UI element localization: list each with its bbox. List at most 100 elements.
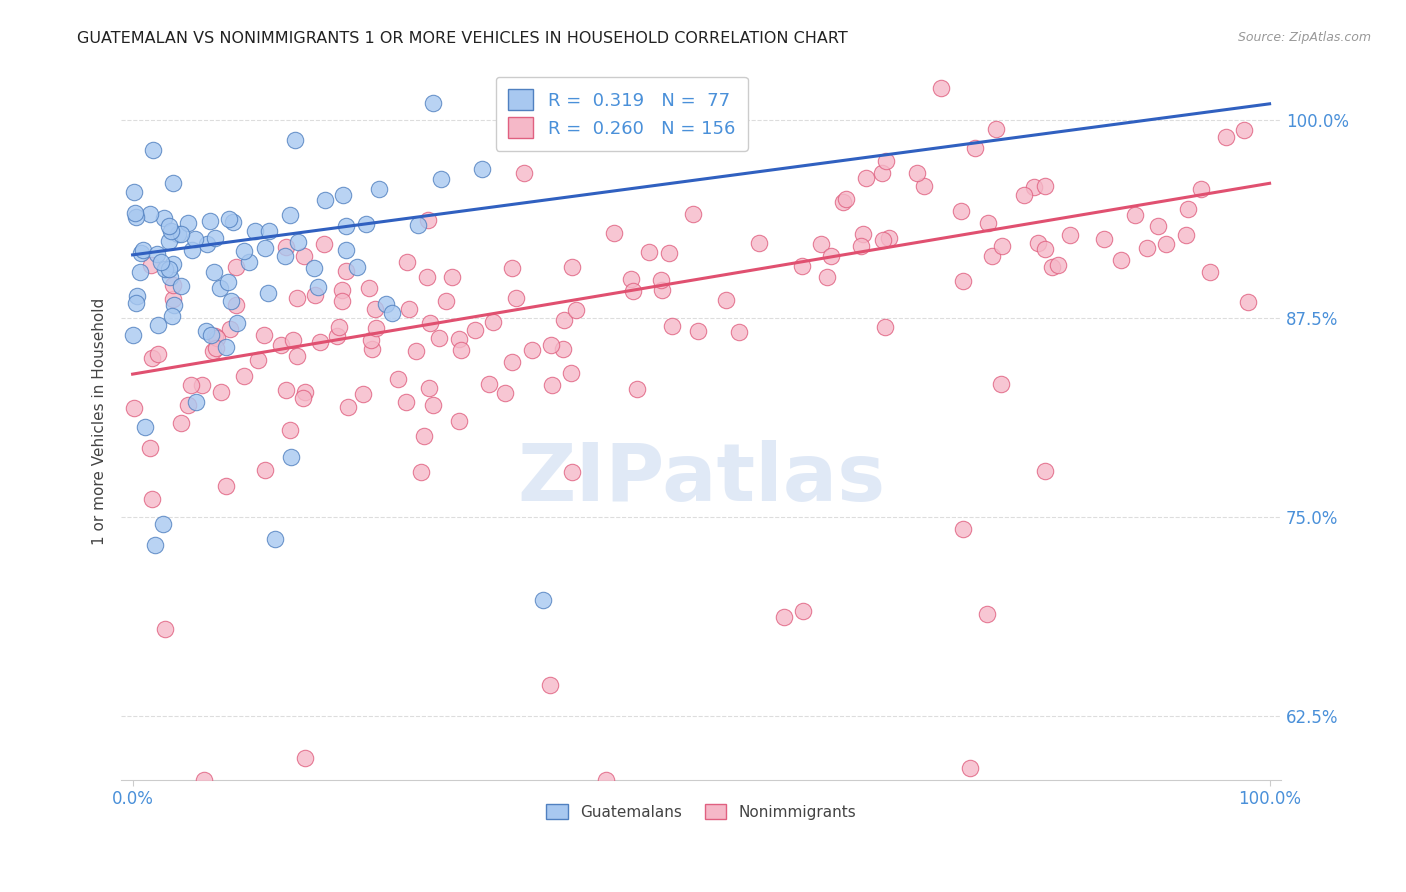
Point: [180, 378, 202, 392]
Point: [195, 236, 218, 251]
Point: [1059, 227, 1081, 242]
Point: [792, 604, 814, 618]
Point: [204, 329, 226, 343]
Point: [291, 391, 314, 405]
Point: [905, 166, 928, 180]
Point: [302, 260, 325, 275]
Point: [184, 395, 207, 409]
Point: [1092, 232, 1115, 246]
Point: [1026, 235, 1049, 250]
Point: [531, 592, 554, 607]
Point: [1233, 123, 1256, 137]
Point: [202, 265, 225, 279]
Point: [294, 751, 316, 765]
Point: [626, 382, 648, 396]
Y-axis label: 1 or more Vehicles in Household: 1 or more Vehicles in Household: [93, 298, 107, 545]
Point: [870, 166, 893, 180]
Point: [253, 241, 276, 255]
Point: [360, 342, 382, 356]
Point: [138, 207, 160, 221]
Point: [219, 294, 242, 309]
Point: [482, 315, 505, 329]
Point: [254, 463, 277, 477]
Point: [184, 232, 207, 246]
Point: [387, 371, 409, 385]
Point: [773, 610, 796, 624]
Point: [285, 291, 308, 305]
Point: [193, 772, 215, 787]
Point: [253, 327, 276, 342]
Point: [124, 205, 146, 219]
Point: [205, 331, 228, 345]
Point: [1147, 219, 1170, 234]
Point: [163, 298, 186, 312]
Point: [977, 216, 1000, 230]
Point: [429, 172, 451, 186]
Point: [198, 214, 221, 228]
Point: [1136, 241, 1159, 255]
Point: [304, 288, 326, 302]
Point: [565, 302, 588, 317]
Point: [602, 227, 624, 241]
Point: [132, 243, 155, 257]
Point: [124, 401, 146, 415]
Point: [1033, 243, 1056, 257]
Point: [661, 319, 683, 334]
Point: [406, 218, 429, 232]
Point: [1047, 258, 1070, 272]
Point: [335, 244, 357, 258]
Point: [471, 161, 494, 176]
Point: [1040, 260, 1063, 274]
Point: [330, 294, 353, 309]
Point: [728, 326, 751, 340]
Point: [1012, 188, 1035, 202]
Point: [146, 247, 169, 261]
Text: GUATEMALAN VS NONIMMIGRANTS 1 OR MORE VEHICLES IN HOUSEHOLD CORRELATION CHART: GUATEMALAN VS NONIMMIGRANTS 1 OR MORE VE…: [77, 31, 848, 46]
Point: [1177, 202, 1199, 216]
Point: [986, 121, 1008, 136]
Point: [218, 211, 240, 226]
Point: [180, 243, 202, 257]
Point: [498, 118, 520, 132]
Point: [875, 320, 897, 334]
Point: [152, 516, 174, 531]
Point: [1199, 265, 1222, 279]
Point: [141, 351, 163, 365]
Point: [561, 260, 583, 274]
Point: [169, 417, 191, 431]
Point: [395, 255, 418, 269]
Point: [422, 95, 444, 110]
Point: [418, 381, 440, 395]
Point: [170, 279, 193, 293]
Point: [217, 276, 239, 290]
Point: [686, 324, 709, 338]
Point: [716, 293, 738, 307]
Point: [851, 239, 873, 253]
Point: [413, 429, 436, 443]
Point: [551, 342, 574, 356]
Point: [274, 383, 297, 397]
Point: [422, 398, 444, 412]
Point: [225, 316, 247, 330]
Point: [139, 441, 162, 455]
Point: [447, 332, 470, 346]
Point: [595, 772, 617, 787]
Point: [1237, 294, 1260, 309]
Point: [637, 244, 659, 259]
Point: [381, 306, 404, 320]
Point: [280, 450, 302, 464]
Point: [125, 211, 148, 225]
Point: [364, 321, 387, 335]
Legend: Guatemalans, Nonimmigrants: Guatemalans, Nonimmigrants: [540, 797, 862, 826]
Point: [270, 338, 292, 352]
Point: [278, 209, 301, 223]
Point: [963, 141, 986, 155]
Point: [561, 465, 583, 479]
Point: [419, 316, 441, 330]
Point: [233, 244, 256, 259]
Point: [352, 387, 374, 401]
Point: [434, 293, 457, 308]
Point: [650, 273, 672, 287]
Point: [875, 153, 897, 168]
Point: [122, 185, 145, 199]
